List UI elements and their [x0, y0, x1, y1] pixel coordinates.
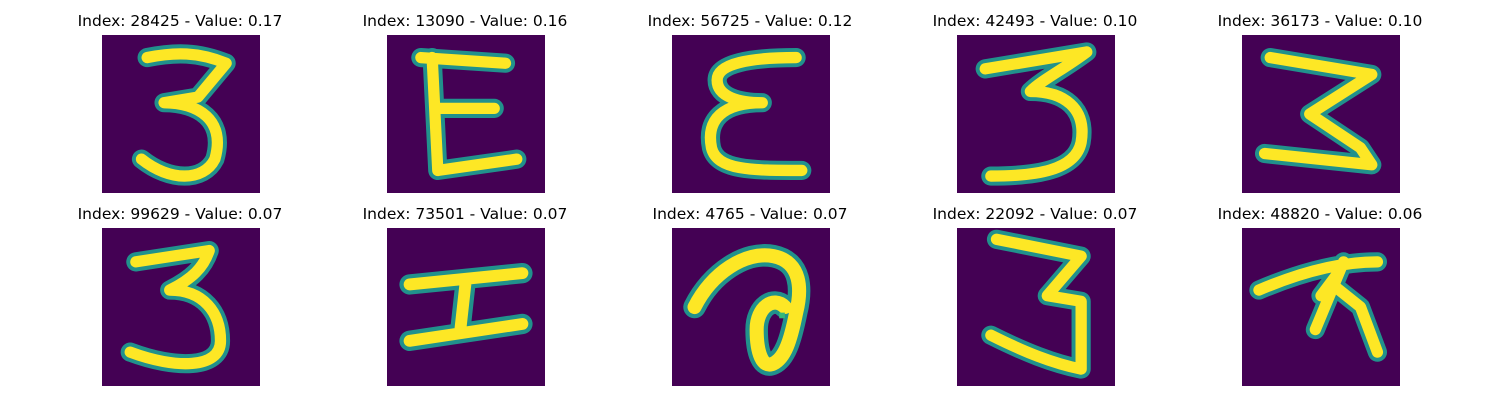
glyph-pixel — [779, 312, 785, 319]
digit-image — [672, 35, 830, 193]
glyph-hook — [683, 244, 811, 376]
digit-image — [387, 35, 545, 193]
glyph-star — [1249, 252, 1388, 362]
panel-title: Index: 56725 - Value: 0.12 — [647, 12, 853, 30]
glyph-epsilon — [700, 47, 812, 181]
glyph-e-block — [411, 47, 527, 181]
panel-7: Index: 73501 - Value: 0.07 — [335, 203, 595, 386]
digit-image — [387, 228, 545, 386]
panel-title: Index: 36173 - Value: 0.10 — [1217, 12, 1423, 30]
digit-image — [1242, 228, 1400, 386]
digit-image — [1242, 35, 1400, 193]
glyph-3a — [131, 44, 236, 186]
panel-9: Index: 22092 - Value: 0.07 — [905, 203, 1165, 386]
panel-10: Index: 48820 - Value: 0.06 — [1190, 203, 1450, 386]
digit-image — [102, 35, 260, 193]
panel-1: Index: 28425 - Value: 0.17 — [50, 10, 310, 193]
panel-title: Index: 13090 - Value: 0.16 — [362, 12, 568, 30]
panel-2: Index: 13090 - Value: 0.16 — [335, 10, 595, 193]
panel-title: Index: 22092 - Value: 0.07 — [932, 205, 1138, 223]
glyph-3-zig — [1254, 47, 1382, 175]
glyph-3-flat — [975, 42, 1097, 186]
digit-image — [957, 35, 1115, 193]
digit-image — [102, 228, 260, 386]
glyph-3-round — [120, 240, 231, 374]
panel-title: Index: 28425 - Value: 0.17 — [77, 12, 283, 30]
panel-title: Index: 99629 - Value: 0.07 — [77, 205, 283, 223]
digit-image — [672, 228, 830, 386]
panel-6: Index: 99629 - Value: 0.07 — [50, 203, 310, 386]
panel-3: Index: 56725 - Value: 0.12 — [620, 10, 880, 193]
glyph-3-tall — [981, 229, 1091, 379]
digit-image — [957, 228, 1115, 386]
panel-5: Index: 36173 - Value: 0.10 — [1190, 10, 1450, 193]
glyph-h-sideways — [399, 262, 533, 352]
panel-title: Index: 73501 - Value: 0.07 — [362, 205, 568, 223]
panel-title: Index: 48820 - Value: 0.06 — [1217, 205, 1423, 223]
panel-title: Index: 42493 - Value: 0.10 — [932, 12, 1138, 30]
panel-8: Index: 4765 - Value: 0.07 — [620, 203, 880, 386]
panel-4: Index: 42493 - Value: 0.10 — [905, 10, 1165, 193]
panel-title: Index: 4765 - Value: 0.07 — [652, 205, 848, 223]
